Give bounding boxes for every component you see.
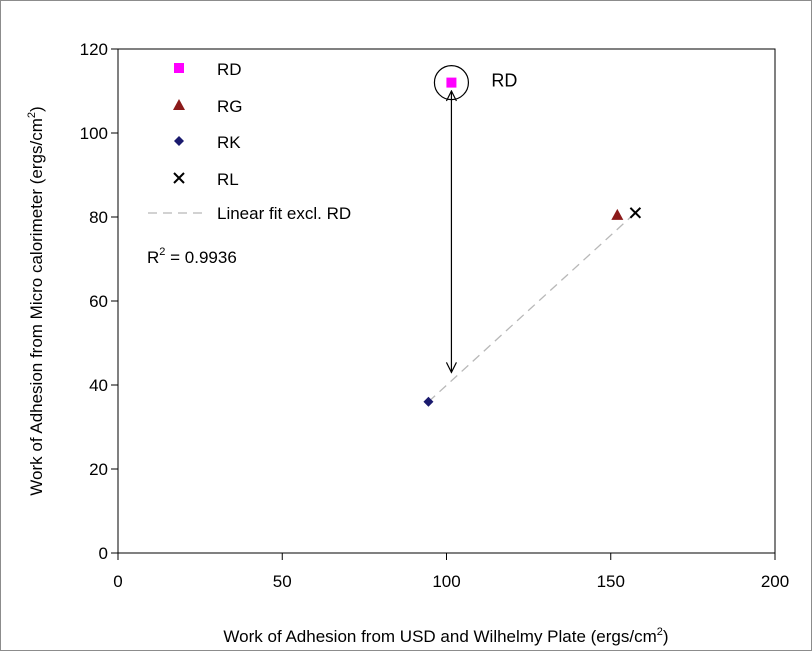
data-point-rk (423, 396, 434, 407)
y-tick-label: 120 (80, 40, 108, 59)
y-tick-label: 20 (89, 460, 108, 479)
data-point-rl (629, 207, 642, 219)
x-tick-label: 50 (273, 572, 292, 591)
rd-annotation-label: RD (491, 71, 517, 91)
data-points (423, 77, 642, 407)
x-tick-label: 150 (597, 572, 625, 591)
legend-marker-rg (173, 99, 185, 110)
x-tick-label: 0 (113, 572, 122, 591)
legend-marker-rl (173, 172, 185, 184)
legend-label-rd: RD (217, 60, 242, 79)
x-axis-ticks: 0 50 100 150 200 (113, 553, 789, 591)
legend-label-rl: RL (217, 170, 239, 189)
y-axis-title: Work of Adhesion from Micro calorimeter … (26, 106, 46, 495)
legend-label-rg: RG (217, 97, 243, 116)
y-tick-label: 40 (89, 376, 108, 395)
legend-marker-rd (174, 63, 184, 73)
data-point-rg (611, 208, 624, 220)
x-axis-title: Work of Adhesion from USD and Wilhelmy P… (223, 626, 668, 646)
plot-area (117, 48, 776, 554)
x-tick-label: 200 (761, 572, 789, 591)
legend-label-rk: RK (217, 133, 241, 152)
y-tick-label: 100 (80, 124, 108, 143)
x-tick-label: 100 (432, 572, 460, 591)
r-squared-label: R2 = 0.9936 (147, 246, 237, 267)
linear-fit-line (427, 212, 636, 403)
y-tick-label: 80 (89, 208, 108, 227)
y-axis-ticks: 0 20 40 60 80 100 120 (80, 40, 118, 563)
data-point-rd (446, 77, 457, 88)
legend: RD RG RK RL Linear fit excl. RD (148, 60, 351, 223)
legend-label-fit: Linear fit excl. RD (217, 204, 351, 223)
y-tick-label: 0 (99, 544, 108, 563)
y-tick-label: 60 (89, 292, 108, 311)
legend-marker-rk (174, 136, 184, 146)
